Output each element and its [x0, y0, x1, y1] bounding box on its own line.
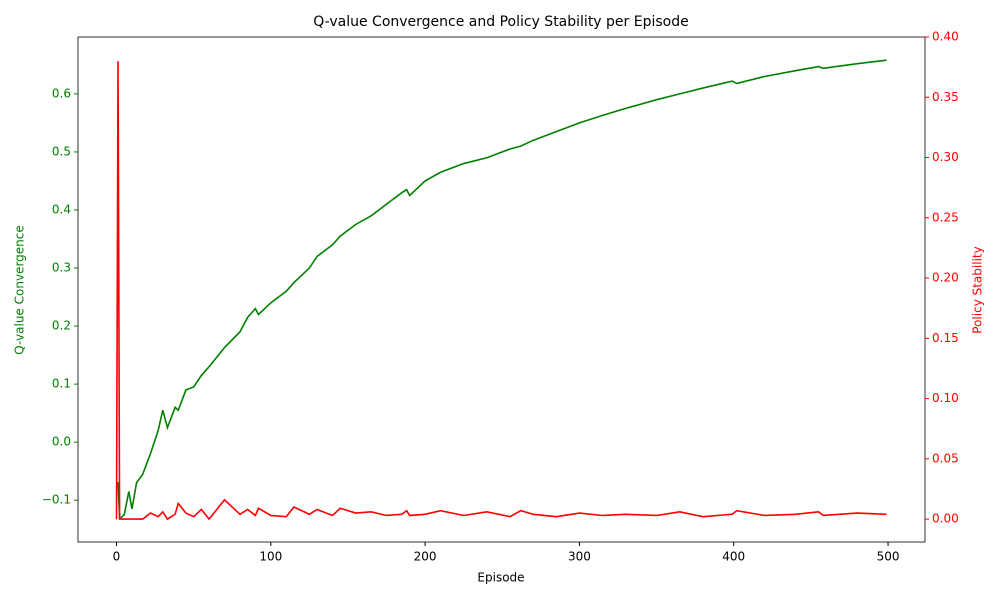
y-tick-label: 0.3 — [52, 261, 71, 275]
y2-tick-label: 0.25 — [932, 210, 959, 224]
y2-axis-label: Policy Stability — [971, 246, 985, 333]
x-tick-label: 200 — [414, 550, 437, 564]
y-tick-label: 0.4 — [52, 202, 71, 216]
y-tick-label: 0.5 — [52, 144, 71, 158]
x-tick-label: 0 — [113, 550, 121, 564]
x-axis-label: Episode — [477, 571, 524, 585]
series-line — [115, 61, 887, 521]
x-tick-label: 100 — [259, 550, 282, 564]
y2-tick-label: 0.40 — [932, 30, 959, 44]
y-tick-label: 0.0 — [52, 435, 71, 449]
y2-tick-label: 0.00 — [932, 512, 959, 526]
series-line — [116, 59, 887, 519]
y-tick-label: 0.1 — [52, 377, 71, 391]
x-tick-label: 300 — [568, 550, 591, 564]
y2-tick-label: 0.10 — [932, 391, 959, 405]
y2-tick-label: 0.20 — [932, 271, 959, 285]
y-tick-label: 0.6 — [52, 86, 71, 100]
y2-tick-label: 0.30 — [932, 150, 959, 164]
x-tick-label: 400 — [722, 550, 745, 564]
y-tick-label: −0.1 — [42, 493, 71, 507]
x-tick-label: 500 — [877, 550, 900, 564]
y-tick-label: 0.2 — [52, 319, 71, 333]
plot-frame — [77, 36, 926, 543]
y2-tick-label: 0.15 — [932, 331, 959, 345]
y-axis-label: Q-value Convergence — [13, 225, 27, 355]
y2-tick-label: 0.05 — [932, 451, 959, 465]
y2-tick-label: 0.35 — [932, 90, 959, 104]
chart-title: Q-value Convergence and Policy Stability… — [313, 14, 688, 30]
